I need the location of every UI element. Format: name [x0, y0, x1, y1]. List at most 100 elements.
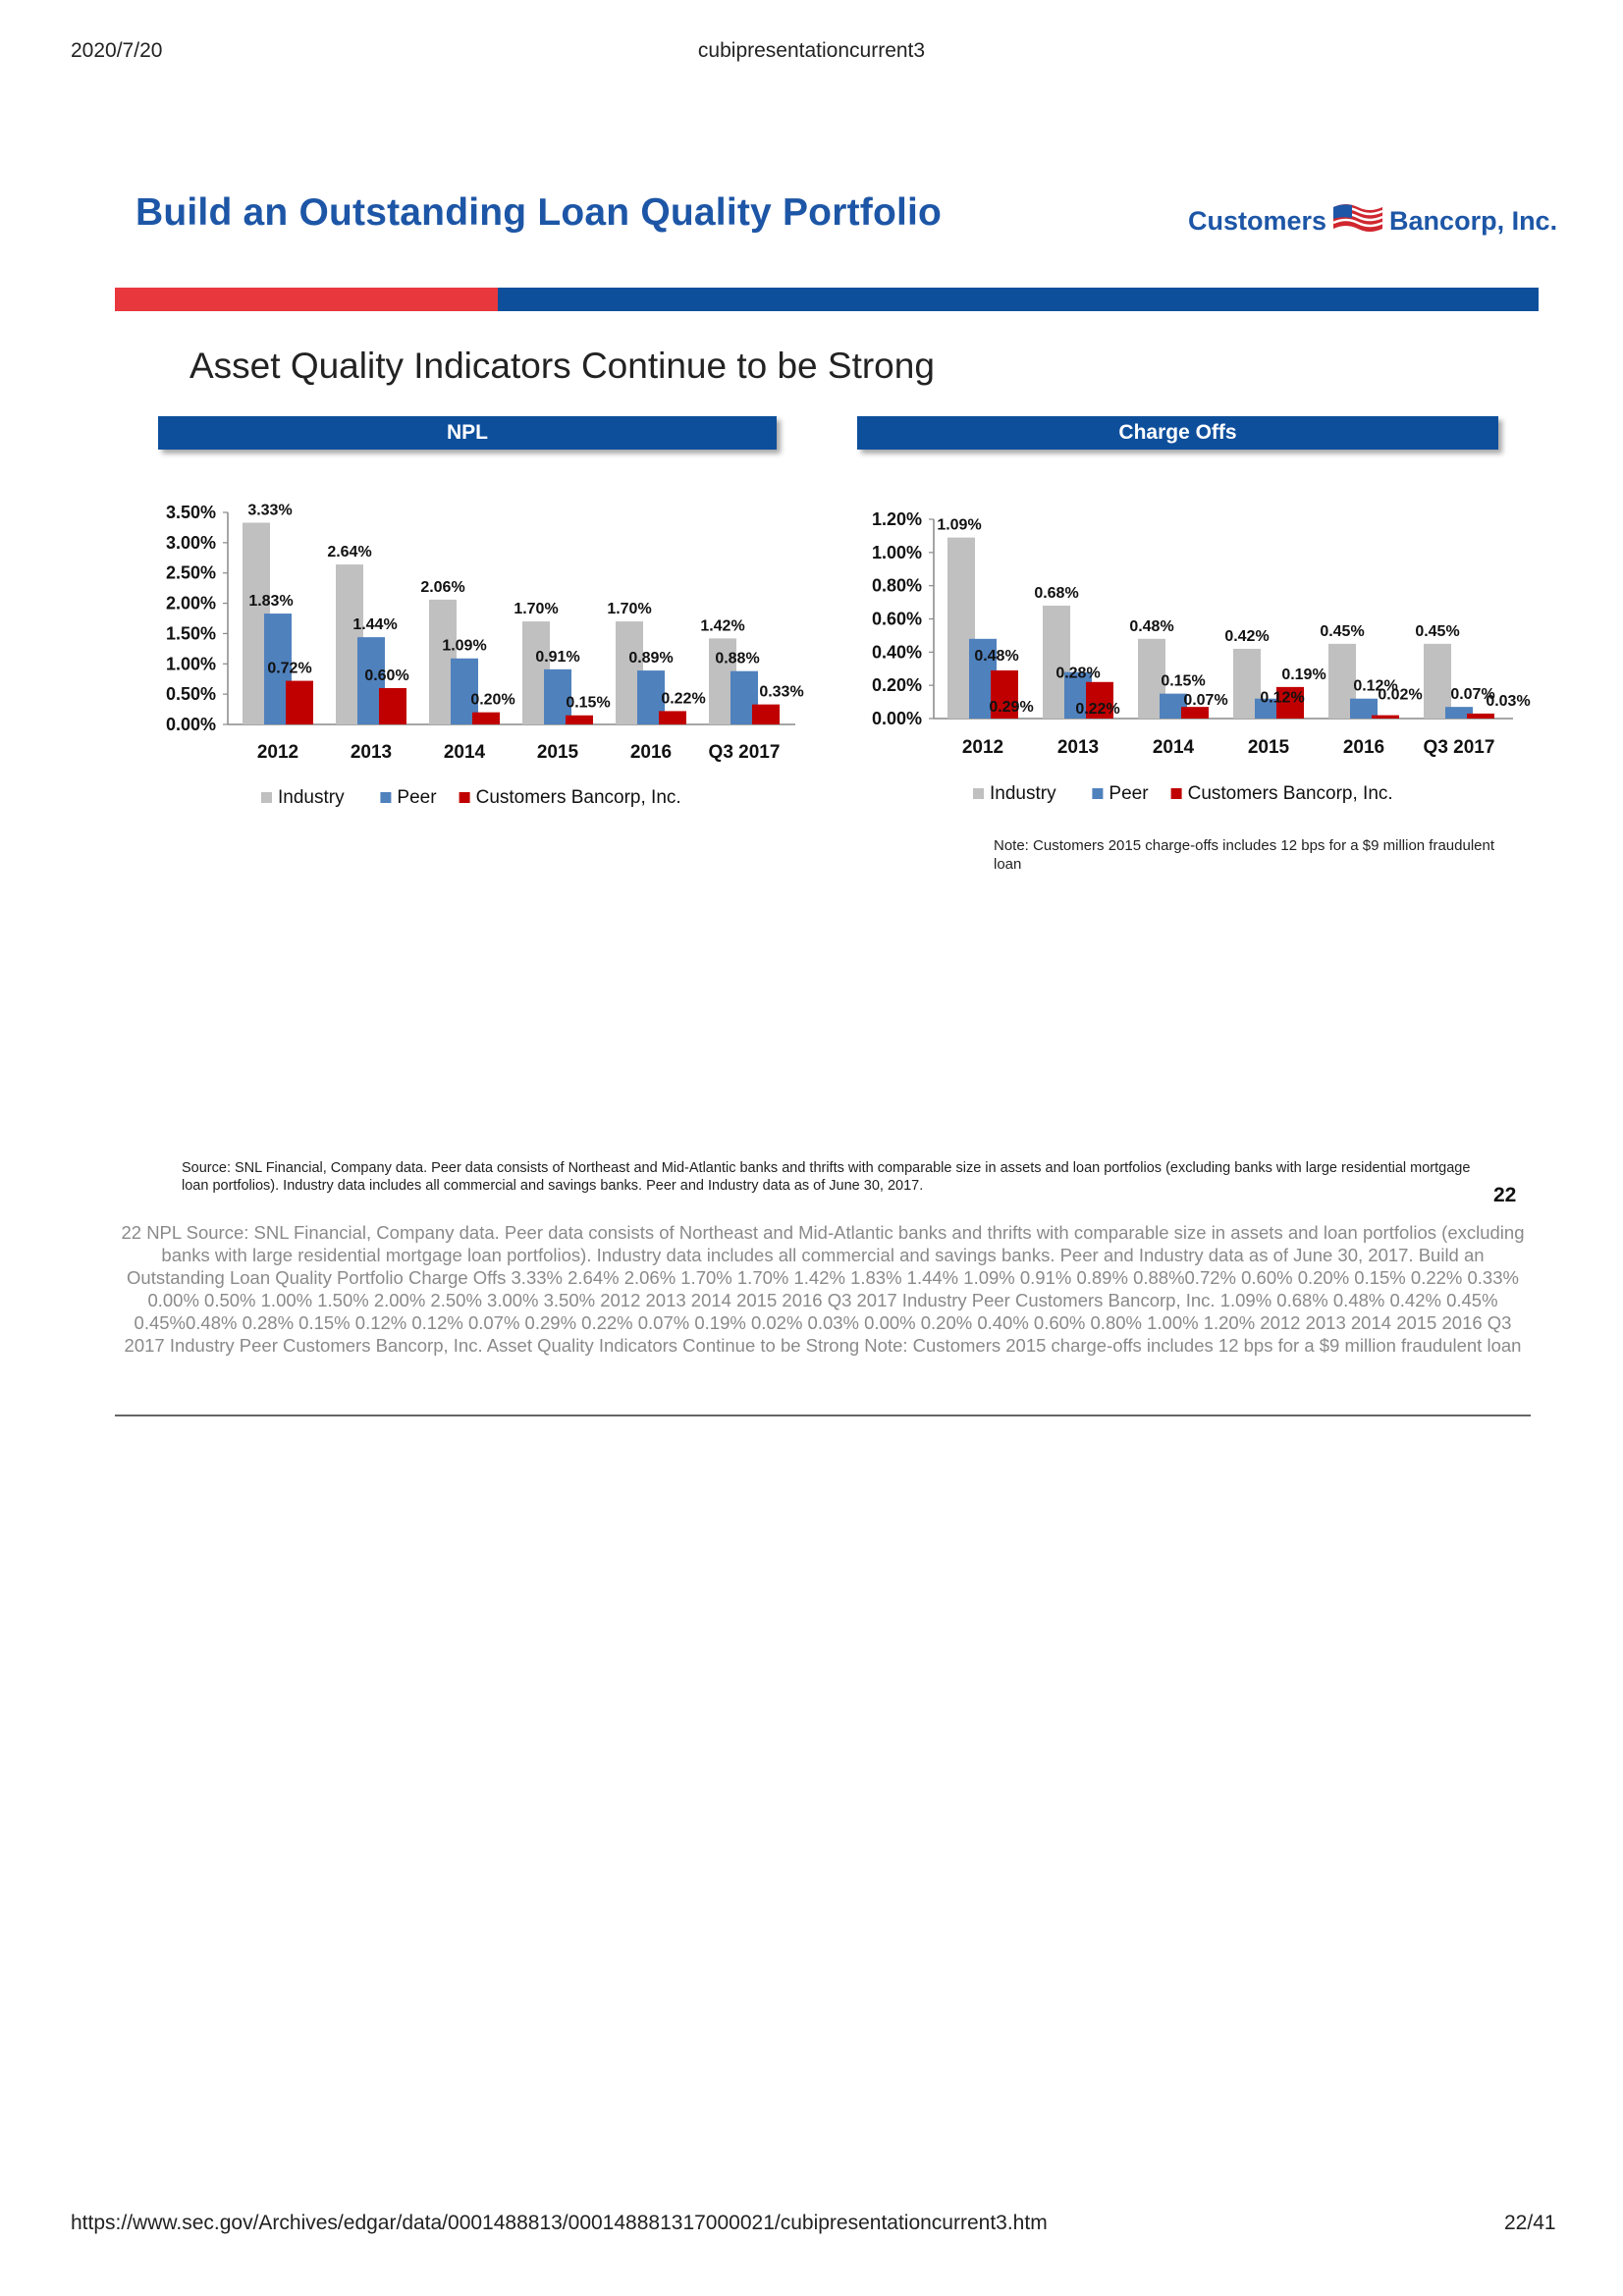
npl-data-label: 0.89% [628, 650, 673, 667]
co-category-label: 2016 [1343, 737, 1384, 758]
co-bar-customers [1276, 686, 1304, 719]
slide-page-number: 22 [1493, 1184, 1517, 1206]
co-legend-swatch-customers [1170, 788, 1182, 799]
alt-text-block: 22 NPL Source: SNL Financial, Company da… [121, 1222, 1525, 1356]
npl-y-tick-label: 0.00% [166, 715, 216, 734]
accent-bar-blue [498, 288, 1539, 311]
npl-data-label: 0.20% [470, 692, 514, 709]
co-y-tick-label: 1.20% [872, 509, 922, 529]
slide-title: Build an Outstanding Loan Quality Portfo… [135, 191, 943, 234]
co-data-label: 0.29% [989, 699, 1033, 716]
npl-legend-swatch-peer [380, 792, 392, 803]
npl-category-label: 2016 [630, 742, 672, 763]
charge-offs-chart: 0.00% 0.20% 0.40% 0.60% 0.80% 1.00% 1.20% 2012 2… [872, 509, 1531, 804]
co-category-label: 2012 [962, 737, 1003, 758]
accent-bar-red [115, 288, 498, 311]
npl-y-tick-label: 2.50% [166, 563, 216, 583]
npl-bar-customers [286, 680, 313, 724]
co-data-label: 0.22% [1075, 701, 1119, 718]
npl-bar-peer [544, 668, 571, 724]
charge-offs-panel-header: Charge Offs [857, 416, 1498, 450]
print-date: 2020/7/20 [71, 39, 163, 62]
npl-y-tick-label: 3.50% [166, 503, 216, 522]
co-data-label: 0.68% [1034, 585, 1078, 602]
co-bar-peer [1255, 698, 1282, 719]
co-data-label: 0.07% [1183, 692, 1227, 709]
npl-y-tick-label: 1.50% [166, 623, 216, 643]
npl-data-label: 1.70% [514, 601, 558, 617]
co-category-label: 2014 [1153, 737, 1195, 758]
company-logo: Customers Bancorp, Inc. [1188, 201, 1557, 241]
npl-bar-customers [659, 711, 686, 724]
flag-icon [1330, 201, 1385, 241]
npl-data-label: 0.91% [535, 649, 579, 666]
co-bar-industry [1424, 643, 1451, 719]
co-legend-label: Peer [1109, 783, 1149, 804]
npl-data-label: 0.60% [364, 667, 408, 684]
npl-legend-label: Industry [278, 787, 345, 808]
npl-data-label: 0.22% [661, 690, 705, 707]
npl-category-label: 2014 [444, 742, 486, 763]
npl-legend-label: Peer [397, 787, 437, 808]
co-bar-peer [1350, 698, 1378, 719]
co-data-label: 1.09% [937, 517, 981, 534]
co-data-label: 0.19% [1281, 667, 1325, 683]
co-bar-peer [1445, 707, 1473, 719]
chart-note: Note: Customers 2015 charge-offs include… [994, 837, 1495, 873]
co-category-label: 2013 [1057, 737, 1099, 758]
npl-data-label: 2.06% [420, 579, 464, 596]
co-data-label: 0.45% [1320, 623, 1364, 640]
divider-rule [115, 1415, 1531, 1416]
co-y-tick-label: 0.40% [872, 642, 922, 662]
co-y-tick-label: 0.20% [872, 675, 922, 695]
print-doc-title: cubipresentationcurrent3 [697, 39, 926, 62]
co-bar-customers [1181, 707, 1209, 719]
co-y-tick-label: 1.00% [872, 543, 922, 562]
npl-y-tick-label: 1.00% [166, 654, 216, 673]
npl-chart: 0.00% 0.50% 1.00% 1.50% 2.00% 2.50% 3.00% 3.50%… [166, 502, 804, 808]
npl-y-tick-label: 0.50% [166, 684, 216, 704]
co-data-label: 0.28% [1055, 666, 1100, 682]
npl-legend-label: Customers Bancorp, Inc. [476, 787, 681, 808]
co-data-label: 0.48% [974, 648, 1018, 665]
npl-data-label: 0.72% [267, 661, 311, 677]
npl-data-label: 2.64% [327, 544, 371, 561]
npl-bar-customers [566, 715, 593, 724]
npl-data-label: 1.83% [248, 593, 293, 610]
print-page-count: 22/41 [1504, 2212, 1556, 2234]
npl-category-label: Q3 2017 [709, 742, 781, 763]
co-category-label: Q3 2017 [1424, 737, 1495, 758]
npl-legend-swatch-industry [261, 792, 272, 803]
logo-text-right: Bancorp, Inc. [1389, 206, 1558, 236]
co-data-label: 0.03% [1486, 693, 1530, 710]
co-legend-label: Industry [990, 783, 1056, 804]
co-bar-customers [1372, 715, 1399, 719]
co-y-tick-label: 0.60% [872, 610, 922, 629]
co-bar-customers [1086, 681, 1113, 719]
co-data-label: 0.48% [1129, 618, 1173, 635]
npl-data-label: 1.09% [442, 638, 486, 655]
co-data-label: 0.12% [1353, 678, 1397, 695]
print-url: https://www.sec.gov/Archives/edgar/data/… [71, 2212, 1048, 2234]
co-bar-customers [991, 669, 1018, 719]
npl-data-label: 1.42% [700, 617, 744, 634]
npl-data-label: 3.33% [247, 502, 292, 518]
co-legend-swatch-industry [973, 788, 984, 799]
npl-data-label: 0.15% [566, 695, 610, 712]
npl-data-label: 0.88% [715, 651, 759, 667]
co-legend-label: Customers Bancorp, Inc. [1188, 783, 1393, 804]
npl-legend-swatch-customers [459, 792, 470, 803]
co-legend-swatch-peer [1092, 788, 1104, 799]
co-data-label: 0.02% [1378, 687, 1422, 704]
co-data-label: 0.42% [1224, 628, 1269, 645]
npl-category-label: 2012 [257, 742, 298, 763]
co-data-label: 0.12% [1260, 690, 1304, 707]
co-bar-customers [1467, 713, 1494, 719]
npl-bar-customers [472, 712, 500, 724]
npl-data-label: 0.33% [759, 684, 803, 701]
logo-text-left: Customers [1188, 206, 1327, 236]
co-data-label: 0.15% [1161, 673, 1205, 690]
npl-bar-customers [752, 704, 780, 724]
npl-y-tick-label: 3.00% [166, 533, 216, 553]
slide-subtitle: Asset Quality Indicators Continue to be … [189, 346, 935, 386]
